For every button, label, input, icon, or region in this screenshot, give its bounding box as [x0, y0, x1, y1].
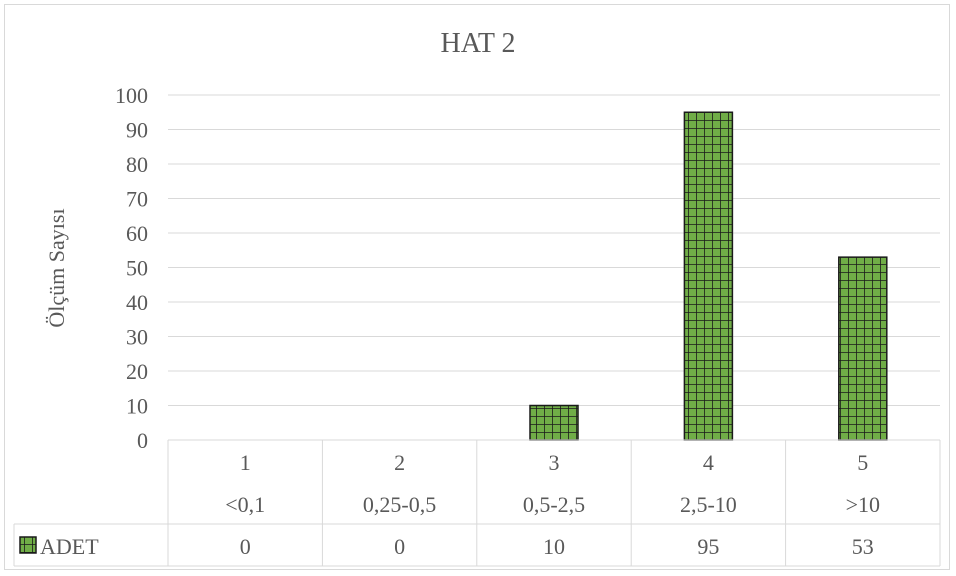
y-tick-label: 0 [137, 428, 148, 453]
y-tick-label: 30 [126, 325, 148, 350]
bar [838, 256, 888, 441]
chart-frame [4, 4, 950, 570]
data-label: 0 [240, 534, 251, 559]
y-tick-label: 100 [115, 83, 148, 108]
y-tick-label: 90 [126, 118, 148, 143]
y-tick-label: 80 [126, 152, 148, 177]
data-label: 53 [852, 534, 874, 559]
x-tick-label: 1 [240, 450, 251, 475]
y-tick-labels: 0 10 20 30 40 50 60 70 80 90 100 [115, 83, 148, 453]
bars [529, 111, 888, 441]
gridlines [168, 94, 940, 441]
x-tick-label: 3 [549, 450, 560, 475]
data-label: 0 [394, 534, 405, 559]
x-tick-label: 5 [857, 450, 868, 475]
legend-swatch [19, 536, 37, 554]
y-tick-label: 60 [126, 221, 148, 246]
x-sub-label: >10 [846, 492, 880, 517]
chart-title: HAT 2 [440, 28, 516, 59]
x-tick-label: 2 [394, 450, 405, 475]
y-tick-label: 20 [126, 359, 148, 384]
y-tick-label: 40 [126, 290, 148, 315]
x-sub-label: 0,25-0,5 [363, 492, 436, 517]
y-tick-label: 10 [126, 394, 148, 419]
bar [683, 111, 734, 441]
x-tick-label: 4 [703, 450, 714, 475]
x-sub-label: <0,1 [225, 492, 265, 517]
data-label: 10 [543, 534, 565, 559]
legend-label: ADET [40, 534, 99, 559]
x-sub-label: 2,5-10 [680, 492, 737, 517]
data-table: 1 <0,1 0 2 0,25-0,5 0 3 0,5-2,5 10 4 2,5-10 95 5 >10 5… [13, 439, 941, 567]
x-sub-label: 0,5-2,5 [523, 492, 585, 517]
y-tick-label: 50 [126, 256, 148, 281]
y-tick-label: 70 [126, 187, 148, 212]
bar [529, 404, 579, 441]
data-label: 95 [697, 534, 719, 559]
